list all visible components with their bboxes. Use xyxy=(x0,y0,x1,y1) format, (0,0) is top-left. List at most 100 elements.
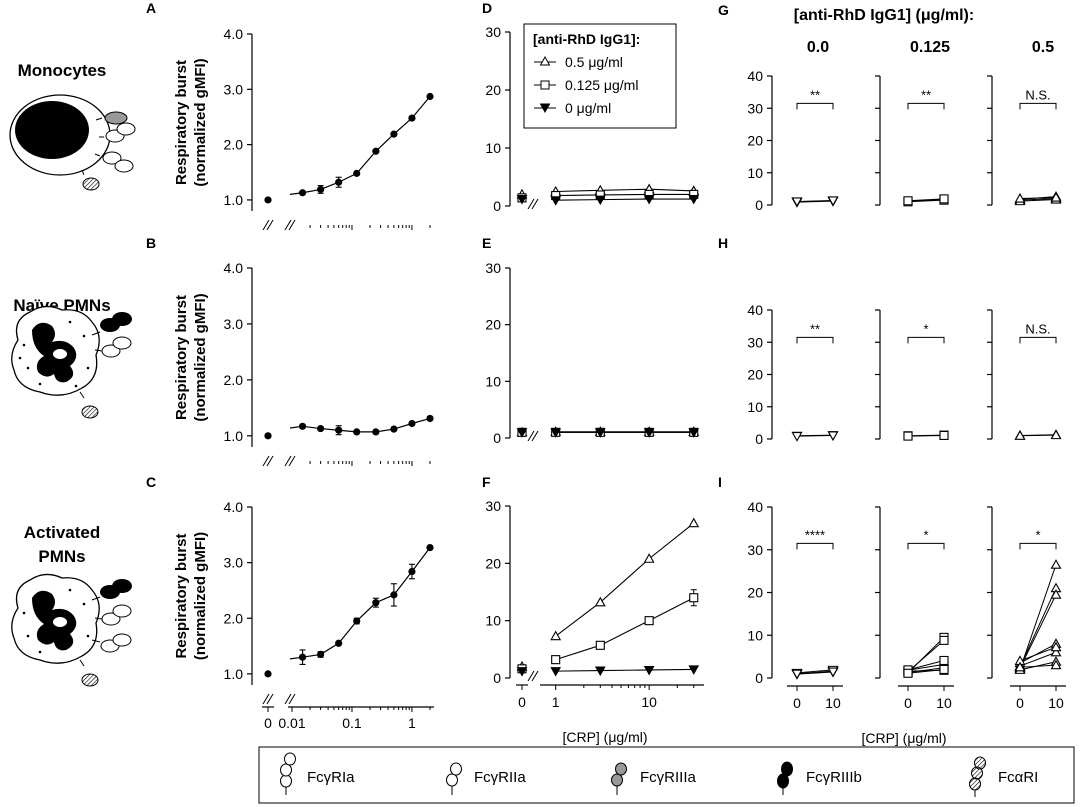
receptor-label: FcγRIa xyxy=(307,769,355,786)
x-tick-label: 0 xyxy=(264,715,272,731)
paired-line xyxy=(907,198,945,202)
significance-label: N.S. xyxy=(1025,87,1050,102)
activated-pmn-cell-icon xyxy=(11,573,132,687)
significance-bracket xyxy=(796,542,834,550)
y-tick-label: 40 xyxy=(747,302,763,318)
axis-break-mark xyxy=(262,455,270,467)
series-line xyxy=(555,198,694,201)
y-tick-label: 30 xyxy=(485,260,501,276)
axis-break-mark xyxy=(284,219,292,231)
axis-break-mark xyxy=(266,693,274,705)
data-point xyxy=(827,667,839,678)
x-tick-label: 0 xyxy=(518,694,526,710)
paired-subplot: * xyxy=(875,309,949,441)
data-point xyxy=(426,414,434,423)
y-tick-label: 3.0 xyxy=(224,316,244,332)
data-point xyxy=(903,196,913,206)
data-point xyxy=(594,195,606,206)
axis-break-mark xyxy=(262,219,270,231)
paired-subplot: 0 10 20 30 40 **** 0 10 xyxy=(747,499,843,711)
significance-bracket xyxy=(1019,542,1057,550)
x-tick-label: 0.1 xyxy=(342,715,362,731)
data-point xyxy=(390,130,398,138)
series-line xyxy=(555,522,695,637)
significance-label: ** xyxy=(921,87,931,102)
paired-line xyxy=(1019,197,1057,200)
data-point xyxy=(390,425,398,433)
significance-label: N.S. xyxy=(1025,321,1050,336)
paired-subplot: 0 10 20 30 40 ** xyxy=(747,68,839,213)
axis-break-mark xyxy=(527,430,535,442)
panel-letter-a: A xyxy=(146,0,156,16)
panel-d-plot: 0 10 20 30 xyxy=(485,24,700,214)
y-tick-label: 10 xyxy=(747,165,763,181)
legend-entry-0: 0 μg/ml xyxy=(534,100,611,116)
paired-line xyxy=(907,663,945,671)
legend-entry-label: 0.5 μg/ml xyxy=(565,54,623,70)
data-point xyxy=(827,196,839,207)
paired-subplot: * 0 10 xyxy=(987,506,1066,711)
receptor-legend: FcγRIa FcγRIIa FcγRIIIa FcγRIIIb FcαRI xyxy=(258,746,1075,804)
axis-break-mark xyxy=(527,670,535,682)
data-point xyxy=(335,426,343,434)
legend-entry-0-5: 0.5 μg/ml xyxy=(534,54,623,70)
data-point xyxy=(353,617,361,625)
panel-g-plot: 0 10 20 30 40 ** ** N.S. xyxy=(747,68,1062,213)
y-tick-label: 10 xyxy=(485,613,501,629)
y-tick-label: 20 xyxy=(747,585,763,601)
series-line xyxy=(289,96,431,196)
data-point xyxy=(264,196,272,204)
data-point xyxy=(372,147,380,155)
data-point xyxy=(939,635,949,645)
y-axis-label: (normalized gMFI) xyxy=(192,58,209,186)
data-point xyxy=(594,666,606,677)
g-condition-label: 0.5 xyxy=(1032,39,1054,56)
y-tick-label: 2.0 xyxy=(224,610,244,626)
data-point xyxy=(372,428,380,436)
data-point xyxy=(594,428,606,438)
receptor-label: FcγRIIa xyxy=(474,769,526,786)
y-tick-label: 20 xyxy=(485,82,501,98)
data-point xyxy=(791,669,803,680)
x-axis-label: [CRP] (μg/ml) xyxy=(562,729,647,745)
y-tick-label: 30 xyxy=(485,498,501,514)
paired-line xyxy=(907,199,945,203)
data-point xyxy=(688,665,700,675)
paired-line xyxy=(1019,198,1057,201)
data-point xyxy=(939,194,949,204)
significance-label: **** xyxy=(805,527,825,542)
receptor-label: FcαRI xyxy=(998,769,1038,786)
data-point xyxy=(408,419,416,428)
concentration-legend-title: [anti-RhD IgG1]: xyxy=(533,31,640,47)
data-point xyxy=(939,430,949,441)
data-point xyxy=(426,544,434,552)
fcgria-receptor-icon xyxy=(280,752,296,795)
y-tick-label: 3.0 xyxy=(224,81,244,97)
series-line xyxy=(555,668,694,672)
paired-line xyxy=(1019,564,1057,670)
y-tick-label: 1.0 xyxy=(224,428,244,444)
y-tick-label: 30 xyxy=(747,334,763,350)
fcgriia-receptor-icon xyxy=(446,762,462,795)
paired-subplot: ** xyxy=(875,75,949,207)
concentration-legend-frame xyxy=(523,23,677,129)
y-tick-label: 10 xyxy=(485,373,501,389)
data-point xyxy=(335,178,343,186)
data-point xyxy=(1050,646,1062,657)
receptor-label: FcγRIIIb xyxy=(806,769,862,786)
y-tick-label: 0 xyxy=(755,197,763,213)
paired-line xyxy=(796,200,834,203)
y-tick-label: 0 xyxy=(493,430,501,446)
y-axis-label: Respiratory burst xyxy=(173,60,190,185)
y-tick-label: 30 xyxy=(747,542,763,558)
x-tick-label: 0.01 xyxy=(278,715,305,731)
fcari-receptor-icon xyxy=(969,756,986,797)
paired-line xyxy=(907,640,945,672)
data-point xyxy=(551,655,561,665)
y-tick-label: 10 xyxy=(485,140,501,156)
y-tick-label: 10 xyxy=(747,627,763,643)
x-tick-label: 0 xyxy=(904,695,912,711)
data-point xyxy=(550,630,562,641)
panel-letter-f: F xyxy=(482,474,491,490)
